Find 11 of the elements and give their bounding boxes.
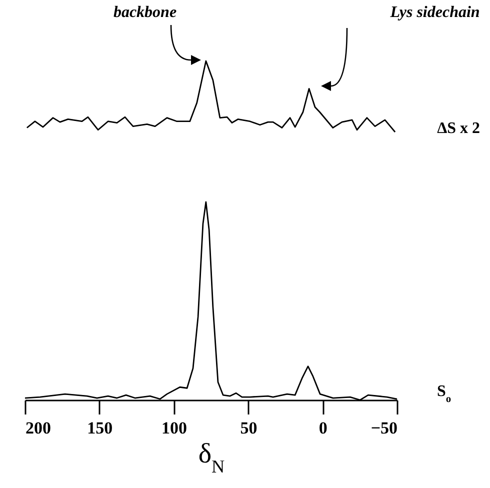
text: backbone — [113, 4, 177, 21]
text: Lys sidechain — [389, 4, 480, 21]
x-tick-label: 200 — [26, 418, 51, 438]
x-tick-label: 50 — [240, 418, 258, 438]
x-tick-label: 100 — [162, 418, 188, 438]
x-tick-label: 150 — [87, 418, 113, 438]
x-tick-label: −50 — [370, 418, 398, 438]
text: ΔS x 2 — [437, 120, 480, 137]
x-axis-title: δ$_{N}$ — [198, 438, 225, 476]
x-tick-label: 0 — [318, 418, 328, 438]
text: S$_{o}$ — [437, 383, 452, 405]
